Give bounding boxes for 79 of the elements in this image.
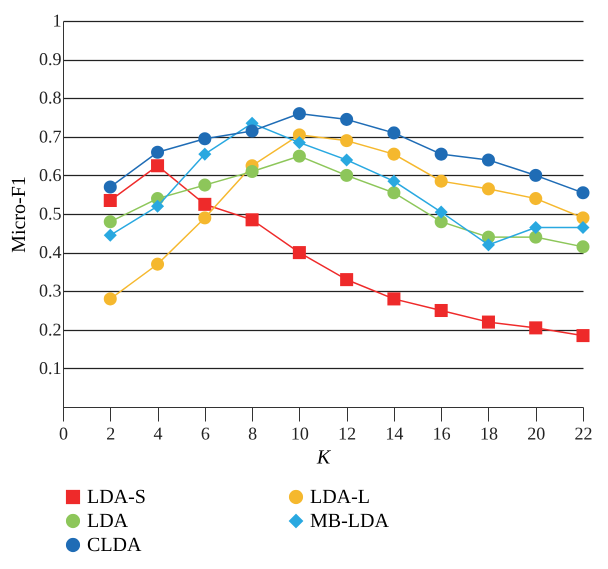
point [387,126,400,140]
legend-label: LDA-S [87,486,146,508]
point [246,213,259,226]
y-tick-label: 0.6 [39,164,62,185]
x-tick-label: 16 [432,424,451,444]
legend-label: LDA-L [310,486,370,508]
point [198,148,212,161]
point [340,153,354,166]
point [340,273,354,286]
point [576,211,590,224]
legend-label: CLDA [87,534,142,556]
point [576,220,590,234]
point [292,150,306,163]
point [340,134,354,148]
point [198,178,212,192]
point [434,148,448,161]
point [151,258,164,271]
point [151,200,164,213]
legend-label: LDA [87,510,129,532]
y-tick-label: 0.5 [39,204,62,224]
x-tick-label: 12 [338,424,356,444]
point [387,174,400,188]
point [434,206,448,219]
point [340,112,354,126]
point [246,165,259,178]
y-tick-label: 0.4 [39,242,62,262]
point [482,182,495,196]
point [434,215,448,228]
point [482,238,495,252]
point [387,148,400,161]
x-axis-title: K [316,446,332,468]
point [292,107,306,120]
y-axis-title: Micro-F1 [8,176,30,253]
point [292,136,306,150]
x-tick-label: 14 [385,424,404,444]
point [529,168,542,182]
point [104,215,117,228]
x-tick-label: 18 [480,424,498,444]
point [529,230,542,244]
point [387,292,400,306]
x-tick-label: 0 [59,424,68,444]
x-tick-label: 6 [200,424,210,444]
point [482,316,495,329]
point [434,304,448,318]
point [529,220,542,234]
point [151,159,164,172]
point [198,132,212,146]
point [292,246,306,260]
point [198,211,212,224]
x-tick-label: 4 [154,424,163,444]
point [387,186,400,200]
y-tick-label: 0.1 [39,358,62,378]
point [104,180,117,194]
point [104,292,117,306]
x-tick-label: 8 [248,424,258,444]
point [529,321,542,334]
point [246,124,259,138]
point [340,168,354,182]
x-tick-label: 2 [106,424,116,444]
x-tick-label: 10 [290,424,309,444]
point [198,198,212,211]
point [482,153,495,166]
point [151,146,164,159]
y-tick-label: 0.9 [39,49,62,70]
point [104,228,117,242]
x-tick-label: 20 [527,424,546,444]
point [576,329,590,342]
y-tick-label: 0.8 [39,88,62,108]
legend-label: MB-LDA [310,510,390,532]
y-tick-label: 1 [52,10,62,30]
point [529,192,542,206]
x-tick-label: 22 [574,424,592,444]
point [576,240,590,254]
point [434,174,448,188]
y-tick-label: 0.2 [39,319,62,340]
point [576,186,590,200]
y-tick-label: 0.7 [39,126,62,146]
point [104,194,117,208]
y-tick-label: 0.3 [39,280,62,301]
